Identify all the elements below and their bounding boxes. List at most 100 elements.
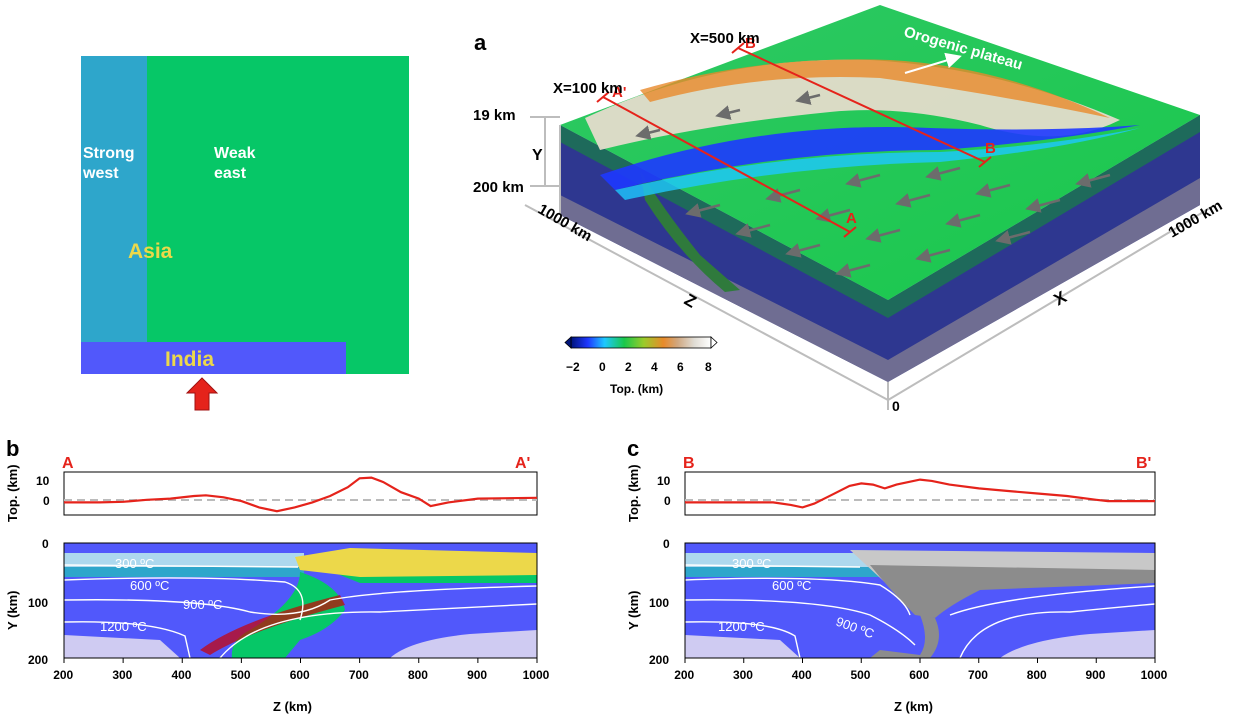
panel-c-xtick-400: 400	[792, 668, 812, 682]
panel-c-xtick-300: 300	[733, 668, 753, 682]
strong-west-label-1: Strong	[83, 145, 135, 162]
panel-c-xticks: 200 300 400 500 600 700 800 900 1000	[674, 658, 1168, 682]
panel-b-ytick-0: 0	[42, 537, 49, 551]
panel-c-ytick-200: 200	[649, 653, 669, 667]
cbar-tick-0: −2	[566, 360, 580, 374]
push-arrow-icon	[185, 377, 219, 411]
india-label: India	[165, 348, 214, 371]
panel-b-xticks: 200 300 400 500 600 700 800 900 1000	[53, 658, 550, 682]
weak-east-label-1: Weak	[214, 145, 256, 162]
cbar-tick-1: 0	[599, 360, 606, 374]
panel-c-xtick-900: 900	[1085, 668, 1105, 682]
panel-b-top-ytick-0: 0	[43, 494, 50, 508]
cbar-label: Top. (km)	[610, 382, 663, 396]
panel-b-ytick-200: 200	[28, 653, 48, 667]
panel-c-end-left: B	[683, 455, 695, 472]
panel-b-ytick-100: 100	[28, 596, 48, 610]
panel-c-section: 300 ºC 600 ºC 900 ºC 1200 ºC	[684, 543, 1156, 659]
block-right-face-lower	[888, 178, 1200, 382]
panel-b-iso-600: 600 ºC	[130, 578, 169, 593]
panel-b-iso-1200: 1200 ºC	[100, 619, 147, 634]
panel-b-xtick-800: 800	[408, 668, 428, 682]
basin-cyan-rim	[615, 128, 1140, 200]
panel-b-xtick-400: 400	[171, 668, 191, 682]
panel-c-xtick-600: 600	[909, 668, 929, 682]
panel-c-top-ytick-10: 10	[657, 474, 671, 488]
colorbar: −2 0 2 4 6 8 Top. (km)	[564, 336, 718, 396]
section-b-end-label: B	[985, 140, 996, 157]
panel-b-top-ylabel: Top. (km)	[5, 464, 20, 522]
origin-label: 0	[892, 398, 900, 414]
foreland-basin	[600, 125, 1140, 190]
strong-west-label-2: west	[82, 165, 119, 182]
panel-b-xtick-900: 900	[467, 668, 487, 682]
cbar-tick-5: 8	[705, 360, 712, 374]
panel-b-iso-900: 900 ºC	[183, 597, 222, 612]
panel-c-letter: c	[627, 436, 639, 461]
section-a-tick-end	[843, 226, 857, 238]
panel-b-xtick-200: 200	[53, 668, 73, 682]
panel-c-end-right: B'	[1136, 455, 1151, 472]
panel-c-iso-1200: 1200 ºC	[718, 619, 765, 634]
panel-c-topo-line	[685, 478, 1155, 509]
cbar-tick-4: 6	[677, 360, 684, 374]
asia-label: Asia	[128, 240, 173, 263]
x100-label: X=100 km	[553, 80, 623, 97]
panel-b-end-right: A'	[515, 455, 530, 472]
plateau-arrow	[904, 52, 962, 74]
panel-b-section: 300 ºC 600 ºC 900 ºC 1200 ºC	[63, 543, 538, 659]
panel-c-xtick-500: 500	[850, 668, 870, 682]
panel-c-xtick-1000: 1000	[1141, 668, 1168, 682]
panel-b-topo-line	[64, 476, 538, 513]
panel-c-top-ylabel: Top. (km)	[626, 464, 641, 522]
cbar-tick-2: 2	[625, 360, 632, 374]
panel-c-xtick-800: 800	[1027, 668, 1047, 682]
india-block	[81, 342, 346, 374]
panel-a-letter: a	[474, 30, 487, 55]
bounding-box	[524, 116, 1216, 410]
panel-b-xtick-600: 600	[290, 668, 310, 682]
panel-b-xtick-700: 700	[349, 668, 369, 682]
section-a-end-label: A	[846, 210, 857, 227]
section-b-tick-start	[731, 42, 745, 54]
axis-y-label: Y	[532, 147, 543, 164]
cbar-tick-3: 4	[651, 360, 658, 374]
panel-c-ytick-0: 0	[663, 537, 670, 551]
depth-200-label: 200 km	[473, 179, 524, 196]
section-b-tick-end	[978, 156, 992, 168]
panel-c-xtick-700: 700	[968, 668, 988, 682]
plateau-orange-rim	[640, 59, 1110, 118]
axis-z-label: Z	[681, 290, 699, 312]
velocity-arrows	[635, 90, 1111, 278]
depth-19-label: 19 km	[473, 107, 516, 124]
panel-b-ylabel: Y (km)	[5, 591, 20, 631]
panel-b-top-ytick-10: 10	[36, 474, 50, 488]
section-line-b	[737, 47, 986, 163]
panel-c-iso-600: 600 ºC	[772, 578, 811, 593]
block-right-crust	[888, 115, 1200, 318]
panel-c-topo-frame	[684, 471, 1156, 516]
panel-b-letter: b	[6, 436, 19, 461]
axis-x-label: X	[1051, 287, 1071, 309]
panel-b-xtick-500: 500	[231, 668, 251, 682]
weak-east-label-2: east	[214, 165, 247, 182]
x500-label: X=500 km	[690, 30, 760, 47]
panel-c-xtick-200: 200	[674, 668, 694, 682]
panel-b-topo-frame	[63, 471, 538, 516]
strong-west-region	[81, 56, 147, 342]
panel-b-xlabel: Z (km)	[273, 699, 312, 714]
panel-b-end-left: A	[62, 455, 74, 472]
section-bp-end-label: B'	[745, 35, 759, 52]
panel-c-xlabel: Z (km)	[894, 699, 933, 714]
panel-a: a	[473, 5, 1225, 414]
panel-c: c B B' 10 0 Top. (km) 300 ºC	[626, 436, 1168, 714]
panel-b-xtick-1000: 1000	[523, 668, 550, 682]
panel-c-top-ytick-0: 0	[664, 494, 671, 508]
panel-c-ylabel: Y (km)	[626, 591, 641, 631]
section-ap-end-label: A'	[612, 84, 626, 101]
panel-c-ytick-100: 100	[649, 596, 669, 610]
panel-b: b A A' 10 0 Top. (km)	[5, 436, 550, 714]
panel-c-iso-300: 300 ºC	[732, 556, 771, 571]
panel-b-xtick-300: 300	[112, 668, 132, 682]
